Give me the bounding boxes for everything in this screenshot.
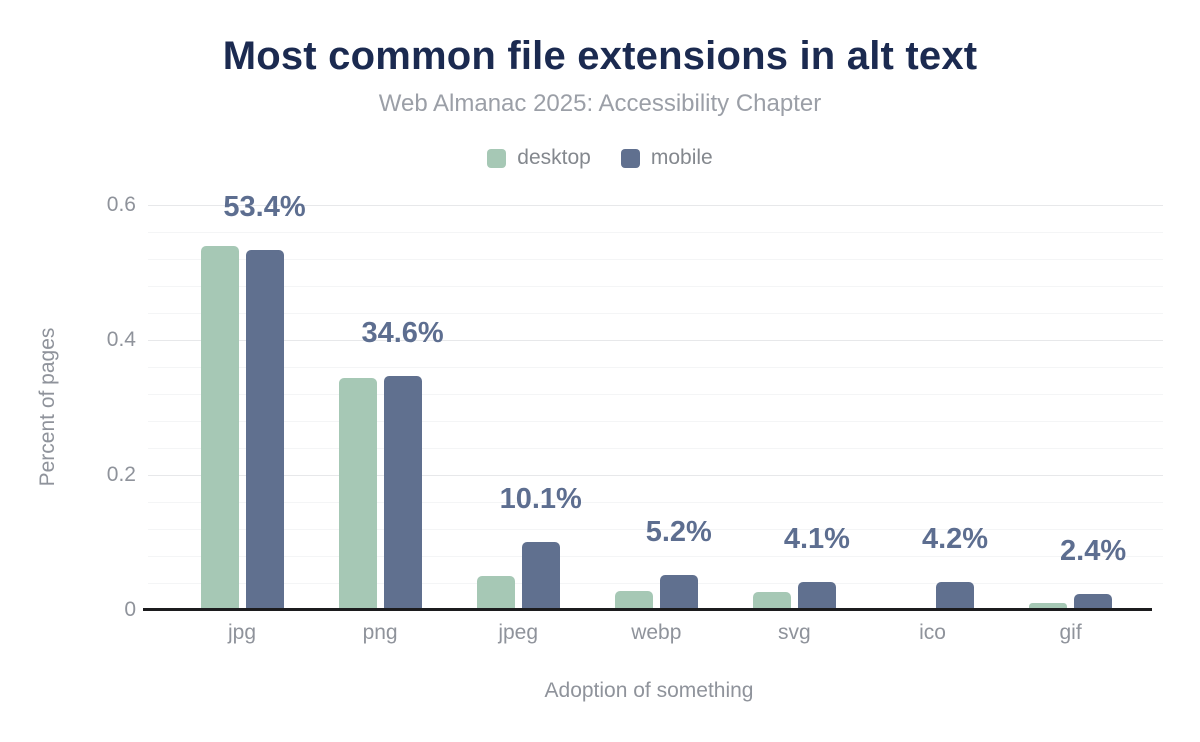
legend-label: mobile: [650, 146, 713, 169]
major-gridline: [148, 475, 1163, 476]
bar-mobile-jpeg[interactable]: [521, 541, 560, 610]
minor-gridline: [148, 502, 1163, 503]
minor-gridline: [148, 556, 1163, 557]
x-axis-tick-label-ico: ico: [919, 621, 946, 644]
x-axis-line: [143, 608, 1152, 611]
minor-gridline: [148, 448, 1163, 449]
data-label-jpg: 53.4%: [223, 190, 306, 223]
chart-subtitle: Web Almanac 2025: Accessibility Chapter: [378, 90, 822, 117]
bar-mobile-png[interactable]: [383, 376, 422, 610]
bar-desktop-jpg[interactable]: [200, 246, 239, 610]
bar-desktop-webp[interactable]: [614, 591, 653, 610]
chart-title: Most common file extensions in alt text: [222, 34, 978, 78]
major-gridline: [148, 205, 1163, 206]
bar-mobile-jpg[interactable]: [245, 249, 284, 610]
legend: desktop mobile: [0, 146, 1200, 170]
bar-mobile-svg[interactable]: [797, 582, 836, 610]
x-axis-tick-label-gif: gif: [1059, 621, 1082, 644]
minor-gridline: [148, 583, 1163, 584]
data-label-gif: 2.4%: [1060, 534, 1127, 567]
x-axis-tick-label-webp: webp: [631, 621, 682, 644]
legend-item-mobile[interactable]: mobile: [620, 146, 713, 170]
bar-desktop-jpeg[interactable]: [476, 576, 515, 610]
minor-gridline: [148, 529, 1163, 530]
legend-item-desktop[interactable]: desktop: [487, 146, 591, 170]
data-label-webp: 5.2%: [645, 515, 712, 548]
y-axis-tick-label: 0.2: [106, 463, 136, 486]
minor-gridline: [148, 313, 1163, 314]
legend-label: desktop: [517, 146, 591, 169]
bar-mobile-webp[interactable]: [659, 574, 698, 610]
x-axis-title: Adoption of something: [544, 679, 754, 702]
bar-desktop-svg[interactable]: [752, 592, 791, 610]
x-axis-tick-label-png: png: [362, 621, 398, 644]
y-axis-tick-label: 0: [124, 598, 136, 621]
bar-desktop-png[interactable]: [338, 377, 377, 610]
x-axis-tick-label-jpg: jpg: [227, 621, 257, 644]
data-label-jpeg: 10.1%: [499, 482, 582, 515]
bar-mobile-ico[interactable]: [936, 581, 974, 610]
y-axis-tick-label: 0.6: [106, 193, 136, 216]
y-axis-tick-label: 0.4: [106, 328, 136, 351]
minor-gridline: [148, 421, 1163, 422]
major-gridline: [148, 340, 1163, 341]
data-label-ico: 4.2%: [921, 522, 989, 555]
legend-swatch-mobile: [620, 148, 640, 168]
minor-gridline: [148, 286, 1163, 287]
y-axis-title: Percent of pages: [36, 327, 59, 487]
bar-desktop-gif[interactable]: [1029, 603, 1068, 610]
x-axis-tick-label-svg: svg: [778, 621, 811, 644]
minor-gridline: [148, 367, 1163, 368]
minor-gridline: [148, 232, 1163, 233]
minor-gridline: [148, 259, 1163, 260]
data-label-svg: 4.1%: [783, 523, 850, 556]
x-axis-tick-label-jpeg: jpeg: [498, 621, 539, 644]
data-label-png: 34.6%: [361, 317, 444, 350]
minor-gridline: [148, 394, 1163, 395]
legend-swatch-desktop: [487, 148, 507, 168]
bar-mobile-gif[interactable]: [1074, 593, 1113, 610]
